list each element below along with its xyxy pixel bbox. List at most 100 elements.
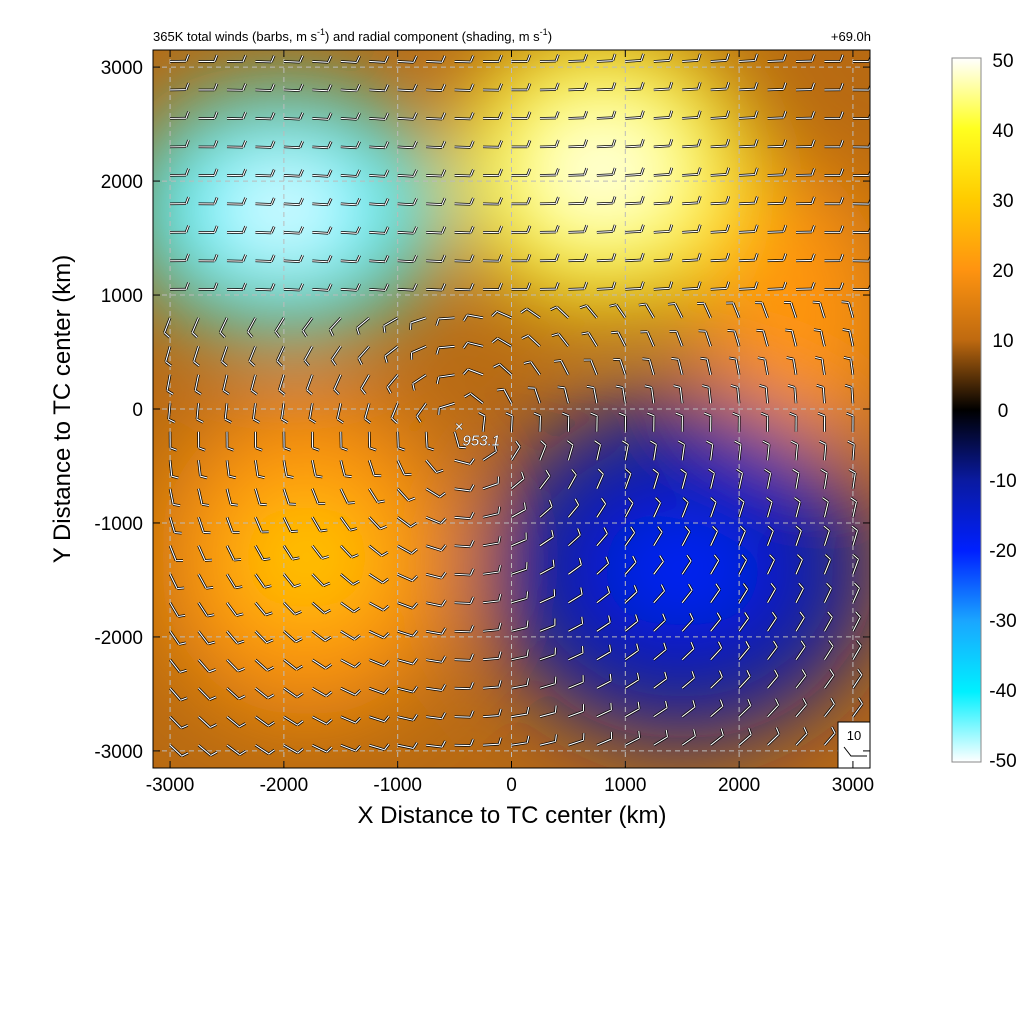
wind-barb — [169, 715, 189, 730]
wind-barb — [653, 110, 674, 120]
wind-barb — [312, 83, 333, 93]
wind-barb — [595, 497, 607, 518]
wind-barb — [823, 639, 835, 661]
wind-barb — [397, 741, 419, 750]
wind-barb — [841, 300, 855, 319]
wind-barb — [511, 54, 532, 63]
wind-barb — [738, 727, 753, 747]
wind-barb — [383, 345, 399, 364]
wind-barb — [553, 359, 570, 376]
wind-barb — [462, 313, 484, 322]
wind-barb — [369, 254, 390, 264]
wind-barb — [311, 630, 332, 642]
wind-barb — [625, 224, 645, 234]
wind-barb — [283, 715, 304, 727]
wind-barb — [312, 283, 333, 292]
wind-barb — [596, 196, 617, 206]
wind-barb — [510, 532, 528, 547]
wind-barb — [274, 317, 285, 338]
reference-barb-label: 10 — [847, 728, 861, 743]
wind-barb — [703, 411, 713, 432]
wind-barb — [425, 740, 447, 749]
wind-barb — [396, 516, 418, 528]
x-tick-label: -1000 — [373, 775, 422, 796]
wind-barb — [766, 525, 775, 547]
wind-barb — [653, 700, 669, 718]
wind-barb — [397, 254, 418, 264]
wind-barb — [756, 328, 769, 347]
wind-barb — [283, 283, 304, 292]
wind-barb — [454, 140, 475, 149]
wind-barb — [709, 554, 720, 575]
wind-barb — [496, 387, 513, 404]
wind-barb — [463, 392, 484, 405]
wind-barb — [369, 112, 390, 121]
wind-barb — [491, 337, 513, 348]
wind-barb — [652, 584, 666, 604]
y-tick-label: -1000 — [94, 514, 143, 535]
wind-barb — [852, 226, 870, 234]
wind-barb — [454, 457, 476, 466]
x-tick-label: 3000 — [832, 775, 874, 796]
wind-barb — [795, 167, 816, 177]
wind-barb — [794, 553, 804, 575]
wind-barb — [682, 53, 702, 63]
wind-barb — [280, 403, 289, 424]
wind-barb — [567, 498, 580, 519]
wind-barb — [197, 630, 216, 646]
wind-barb — [198, 196, 219, 206]
wind-barb — [483, 111, 503, 120]
wind-barb — [767, 224, 788, 234]
wind-barb — [551, 332, 570, 348]
wind-barb — [568, 167, 588, 177]
wind-barb — [568, 224, 588, 234]
wind-barb — [624, 672, 641, 690]
wind-barb — [539, 529, 555, 547]
wind-barb — [225, 630, 245, 645]
wind-barb — [681, 612, 695, 633]
wind-barb — [222, 374, 230, 396]
wind-barb — [282, 460, 294, 479]
wind-barb — [169, 658, 188, 674]
wind-barb — [164, 345, 173, 367]
wind-barb — [737, 553, 748, 575]
wind-barb — [254, 460, 265, 479]
wind-barb — [226, 111, 247, 121]
wind-barb — [738, 611, 750, 633]
wind-barb — [226, 687, 246, 701]
wind-barb — [710, 252, 731, 263]
wind-barb — [842, 328, 855, 347]
wind-barb — [340, 601, 361, 614]
wind-barb — [766, 669, 780, 690]
wind-barb — [511, 196, 532, 206]
wind-barb — [168, 573, 185, 590]
wind-barb — [823, 553, 832, 575]
wind-barb — [852, 83, 870, 92]
wind-barb — [671, 357, 684, 376]
wind-barb — [191, 317, 200, 339]
wind-barb — [340, 630, 361, 641]
wind-barb — [596, 281, 617, 291]
wind-barb — [454, 596, 475, 605]
wind-barb — [681, 583, 694, 604]
wind-barb — [793, 496, 802, 518]
wind-barb — [511, 678, 530, 690]
wind-barb — [283, 658, 304, 671]
colorbar — [951, 57, 982, 763]
wind-barb — [454, 568, 475, 577]
wind-barb — [511, 562, 529, 576]
wind-barb — [163, 317, 172, 339]
wind-barb — [539, 618, 557, 633]
wind-barb — [710, 167, 731, 177]
wind-barb — [426, 140, 447, 149]
wind-barb — [483, 254, 503, 263]
wind-barb — [567, 675, 585, 690]
wind-barb — [568, 139, 588, 149]
wind-barb — [767, 167, 788, 177]
wind-barb — [596, 253, 617, 263]
wind-barb — [197, 488, 210, 507]
wind-barb — [254, 573, 272, 589]
wind-barb — [844, 384, 855, 404]
wind-barb — [739, 53, 759, 63]
wind-barb — [312, 169, 333, 178]
